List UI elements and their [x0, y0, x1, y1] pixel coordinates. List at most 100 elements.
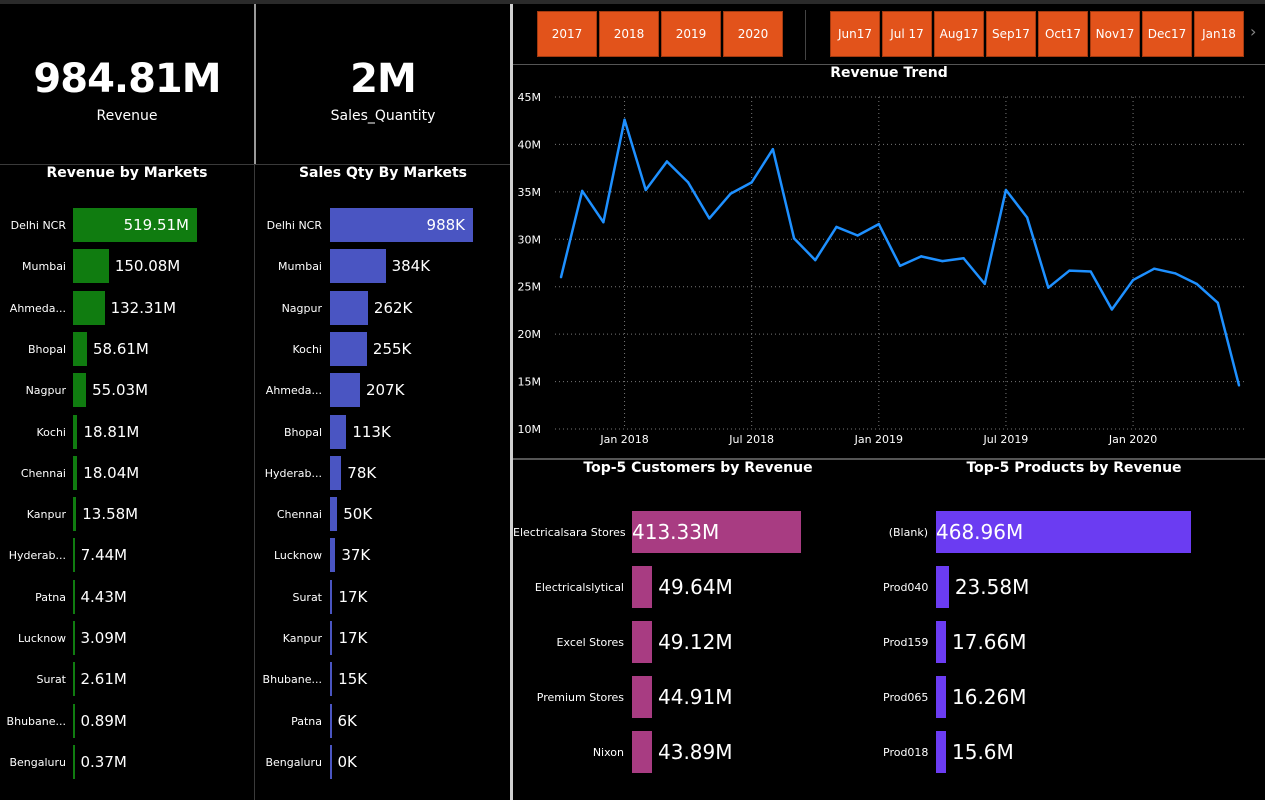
bar[interactable] [330, 621, 333, 655]
bar-value-label: 519.51M [123, 216, 189, 234]
bar[interactable] [73, 538, 75, 573]
bar[interactable] [73, 744, 75, 779]
bar-value-label: 384K [391, 257, 431, 276]
bar[interactable] [73, 208, 197, 242]
bar-value-label: 113K [352, 422, 391, 441]
bar-value-label: 49.12M [658, 630, 733, 654]
bar[interactable] [936, 731, 946, 773]
bar-category-label: (Blank) [888, 526, 928, 539]
bar-category-label: Nagpur [25, 384, 66, 398]
bar-value-label: 17.66M [952, 630, 1027, 654]
data-point [835, 225, 838, 229]
bar[interactable] [632, 731, 652, 773]
bar[interactable] [632, 676, 652, 718]
bar-value-label: 988K [426, 216, 465, 234]
bar[interactable] [73, 331, 87, 366]
bar[interactable] [73, 249, 109, 284]
bar[interactable] [330, 497, 338, 532]
bar[interactable] [330, 579, 333, 614]
bar[interactable] [632, 621, 653, 663]
month-button-year: 17 [963, 26, 979, 41]
bar-value-label: 17K [338, 587, 368, 606]
bar-category-label: Prod065 [883, 691, 929, 704]
year-button-2018[interactable]: 2018 [599, 11, 659, 57]
bar[interactable] [330, 455, 342, 490]
data-point [644, 188, 647, 192]
bar[interactable] [936, 676, 946, 718]
bar[interactable] [330, 414, 347, 449]
year-button-2017[interactable]: 2017 [537, 11, 597, 57]
bar[interactable] [73, 497, 77, 532]
bar-value-label: 44.91M [658, 685, 733, 709]
bar-category-label: Kochi [292, 342, 322, 356]
bar-value-label: 6K [337, 711, 357, 730]
bar[interactable] [330, 538, 336, 573]
month-button[interactable]: Sep 17 [986, 11, 1036, 57]
data-point [665, 160, 669, 163]
bar[interactable] [936, 621, 946, 663]
data-point [983, 282, 986, 286]
revenue-trend-svg: 45M 40M 35M 30M 25M 20M 15M 10M Jan 2018 Jul 2018… [518, 91, 1245, 446]
year-button-2019[interactable]: 2019 [661, 11, 721, 57]
divider [0, 164, 512, 165]
bar[interactable] [73, 621, 75, 655]
data-point [814, 258, 817, 262]
bar[interactable] [73, 455, 78, 490]
bar-value-label: 37K [341, 546, 371, 565]
bar[interactable] [330, 249, 386, 284]
bar[interactable] [73, 662, 75, 697]
month-button[interactable]: Jun 17 [830, 11, 880, 57]
bar-value-label: 15K [338, 670, 368, 689]
data-point [708, 217, 711, 220]
month-button-label: Jul 17 [890, 26, 924, 41]
bar-category-label: Nixon [592, 746, 624, 759]
month-button[interactable]: Jan 18 [1194, 11, 1244, 57]
bar[interactable] [330, 662, 333, 697]
bar[interactable] [632, 566, 653, 608]
year-button-2020[interactable]: 2020 [723, 11, 783, 57]
chevron-right-icon[interactable]: › [1250, 22, 1257, 41]
bar-category-label: Mumbai [22, 260, 66, 274]
bar[interactable] [73, 703, 75, 738]
month-button[interactable]: Aug 17 [934, 11, 984, 57]
bar[interactable] [330, 373, 360, 408]
data-point [1237, 384, 1241, 387]
month-button[interactable]: Jul 17 [882, 11, 932, 57]
top-customers-chart: Top-5 Customers by Revenue Electricalsar… [513, 460, 883, 800]
y-tick-label: 45M [518, 91, 542, 104]
month-button-label: Jan [1202, 26, 1221, 41]
bar[interactable] [330, 208, 473, 242]
month-button[interactable]: Dec 17 [1142, 11, 1192, 57]
bar[interactable] [73, 373, 87, 408]
bar[interactable] [73, 414, 78, 449]
y-tick-label: 25M [518, 281, 542, 294]
bar[interactable] [73, 290, 105, 325]
bar[interactable] [73, 579, 75, 614]
month-button[interactable]: Oct 17 [1038, 11, 1088, 57]
data-point [792, 237, 796, 240]
y-tick-label: 35M [518, 186, 542, 199]
bar[interactable] [330, 703, 332, 738]
data-point [1004, 188, 1008, 192]
data-point [1068, 269, 1071, 272]
data-point [559, 276, 563, 279]
x-tick-label: Jul 2018 [728, 433, 774, 446]
month-button[interactable]: Nov 17 [1090, 11, 1140, 57]
bar[interactable] [330, 290, 368, 325]
bar[interactable] [632, 511, 801, 553]
bar[interactable] [330, 744, 332, 779]
x-tick-label: Jan 2020 [1108, 433, 1157, 446]
bar-value-label: 413.33M [632, 520, 720, 544]
bar-category-label: Hyderab... [8, 549, 66, 563]
bar-value-label: 43.89M [658, 740, 733, 764]
bar-category-label: Lucknow [17, 632, 66, 645]
bar-category-label: Nagpur [281, 301, 322, 315]
bar-value-label: 4.43M [80, 587, 127, 606]
bar[interactable] [936, 566, 949, 608]
divider [254, 165, 255, 800]
bar-category-label: Premium Stores [536, 691, 624, 704]
bar[interactable] [330, 331, 367, 366]
bar[interactable] [936, 511, 1191, 553]
data-point [856, 234, 859, 237]
bar-category-label: Excel Stores [556, 636, 624, 649]
